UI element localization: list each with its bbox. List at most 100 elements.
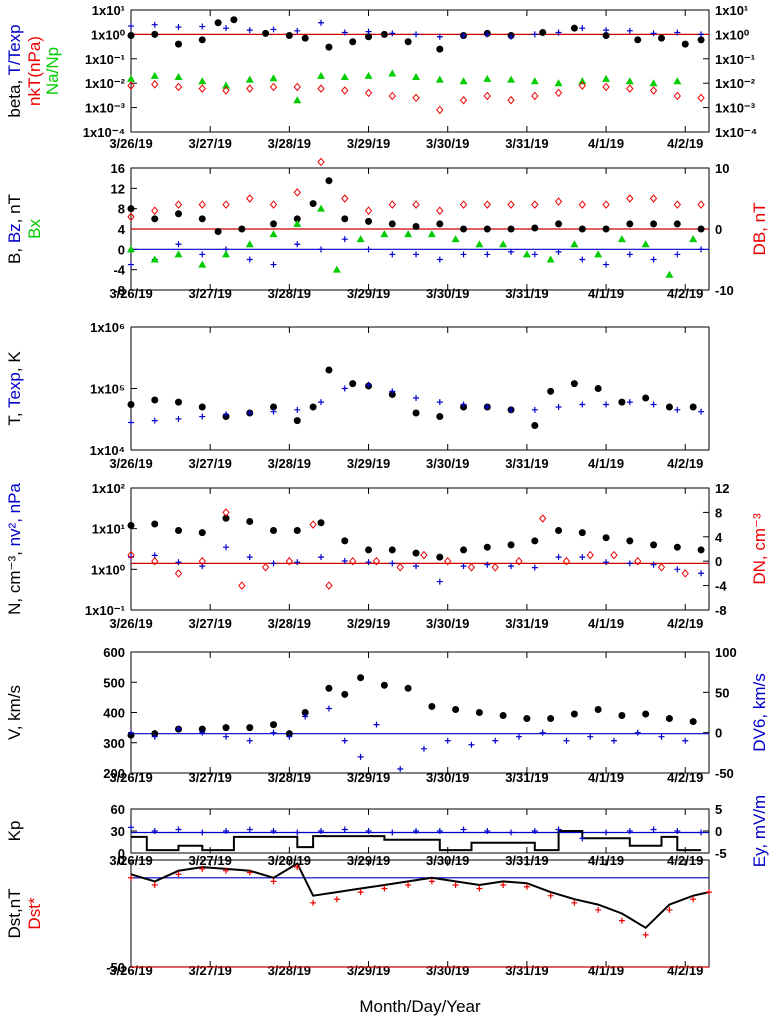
- data-point: [302, 713, 309, 720]
- left-tick-label: 1x10⁰: [91, 27, 126, 42]
- data-point: [198, 725, 206, 733]
- data-point: [222, 250, 231, 258]
- data-point: [641, 240, 650, 248]
- y-axis-label-part: T,: [5, 408, 24, 426]
- data-point: [175, 398, 183, 406]
- data-point: [491, 563, 499, 572]
- x-tick-label: 4/2/19: [667, 456, 703, 471]
- data-point: [595, 906, 602, 913]
- y-axis-label: Bx: [25, 219, 44, 239]
- data-point: [317, 157, 325, 167]
- data-point: [404, 230, 413, 238]
- data-point: [547, 387, 555, 395]
- data-point: [617, 235, 626, 243]
- data-point: [230, 16, 238, 24]
- data-point: [294, 406, 301, 413]
- data-point: [270, 721, 278, 729]
- data-point: [626, 27, 633, 34]
- right-tick-label: 0: [715, 554, 722, 569]
- data-point: [594, 385, 602, 392]
- x-tick-label: 3/30/19: [426, 286, 469, 301]
- series-line: [131, 830, 702, 852]
- data-point: [603, 559, 610, 566]
- data-point: [642, 710, 650, 718]
- data-point: [325, 43, 333, 51]
- data-point: [269, 230, 278, 238]
- right-tick-label: 5: [715, 802, 722, 817]
- left-tick-label: 200: [103, 766, 125, 781]
- data-point: [531, 406, 538, 413]
- data-point: [530, 77, 539, 85]
- data-point: [459, 77, 468, 85]
- data-point: [175, 871, 182, 878]
- left-tick-label: 0: [118, 853, 125, 868]
- left-tick-label: -4: [113, 263, 125, 278]
- data-point: [380, 30, 388, 38]
- data-point: [578, 77, 587, 85]
- data-point: [222, 200, 230, 209]
- right-tick-label: 4: [715, 530, 723, 545]
- data-point: [285, 556, 294, 566]
- data-point: [333, 896, 340, 903]
- data-point: [365, 381, 372, 388]
- data-point: [325, 684, 333, 692]
- data-point: [222, 508, 230, 517]
- data-point: [127, 205, 135, 213]
- data-point: [603, 829, 610, 836]
- data-point: [198, 260, 207, 268]
- data-point: [198, 529, 206, 537]
- data-point: [198, 556, 206, 566]
- data-point: [246, 27, 253, 34]
- data-point: [270, 408, 277, 415]
- right-tick-label: -10: [715, 283, 734, 298]
- data-point: [531, 91, 539, 101]
- data-point: [452, 881, 459, 888]
- data-point: [341, 29, 348, 36]
- data-point: [483, 91, 491, 101]
- data-point: [531, 537, 539, 545]
- data-point: [460, 563, 467, 570]
- data-point: [508, 248, 515, 255]
- data-point: [697, 225, 705, 233]
- x-tick-label: 3/29/19: [347, 136, 390, 151]
- y-axis-label: Kp: [5, 821, 24, 842]
- x-tick-label: 3/28/19: [268, 456, 311, 471]
- y-axis-label-part: Texp: [5, 372, 24, 408]
- data-point: [587, 733, 594, 740]
- data-point: [151, 396, 159, 404]
- data-point: [294, 241, 301, 248]
- x-tick-label: 3/29/19: [347, 963, 390, 978]
- data-point: [649, 194, 658, 203]
- right-tick-label: 1x10¹: [715, 3, 748, 18]
- y-axis-label-part: nv², nPa: [5, 483, 24, 547]
- data-point: [151, 730, 159, 738]
- data-point: [531, 251, 538, 258]
- x-tick-label: 3/30/19: [426, 616, 469, 631]
- data-point: [199, 251, 206, 258]
- x-tick-label: 3/26/19: [109, 136, 152, 151]
- series-line: [130, 862, 710, 930]
- data-point: [460, 826, 467, 833]
- data-point: [318, 828, 325, 834]
- x-tick-label: 3/26/19: [109, 770, 152, 785]
- data-point: [174, 82, 183, 92]
- y-axis-label: Dst,nT: [5, 888, 24, 938]
- data-point: [634, 556, 642, 566]
- data-point: [293, 417, 301, 425]
- x-tick-label: 3/26/19: [109, 963, 152, 978]
- data-point: [523, 883, 530, 890]
- data-point: [436, 206, 444, 215]
- data-point: [223, 867, 230, 874]
- data-point: [451, 235, 460, 243]
- data-point: [389, 388, 396, 395]
- data-point: [341, 215, 349, 223]
- data-point: [223, 544, 230, 551]
- data-point: [198, 215, 206, 223]
- data-point: [175, 40, 183, 48]
- data-point: [325, 581, 333, 590]
- data-point: [389, 829, 396, 836]
- data-point: [389, 251, 396, 258]
- data-point: [317, 84, 325, 93]
- data-point: [649, 86, 658, 95]
- data-point: [570, 24, 578, 32]
